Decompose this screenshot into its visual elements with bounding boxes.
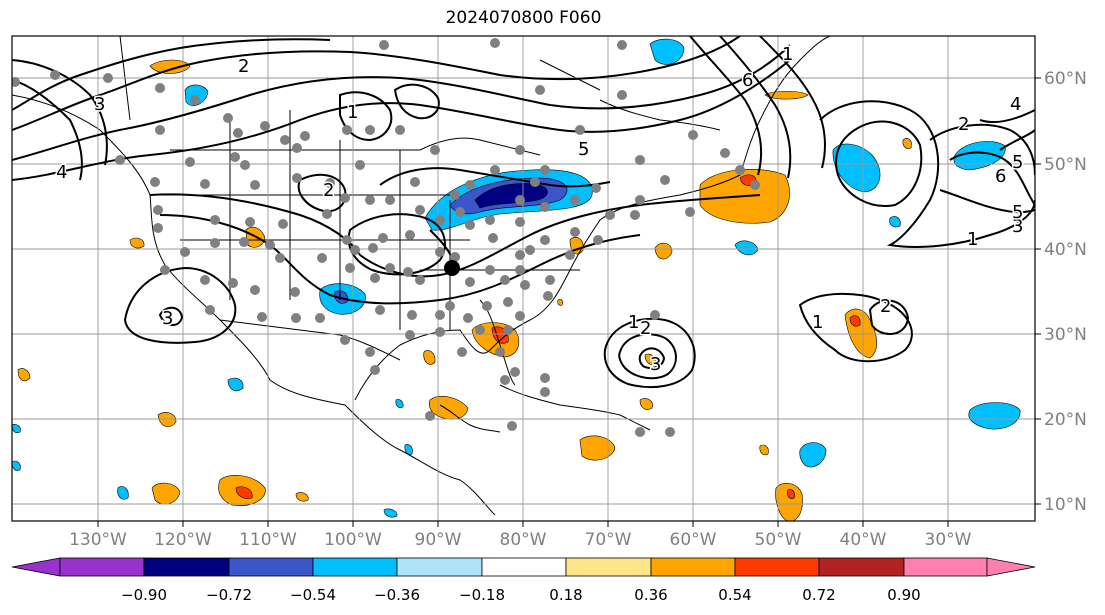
- contour-label: 2: [880, 296, 891, 317]
- contour-label: 4: [1010, 94, 1021, 115]
- colorbar-tick: 0.18: [549, 586, 582, 604]
- contour-label: 3: [1012, 216, 1023, 237]
- colorbar-tick: −0.72: [206, 586, 252, 604]
- lat-label: 10°N: [1044, 495, 1087, 515]
- colorbar-tick: −0.36: [374, 586, 420, 604]
- lon-label: 60°W: [670, 530, 717, 550]
- colorbar-tick: 0.54: [718, 586, 751, 604]
- colorbar-tick: 0.36: [634, 586, 667, 604]
- contour-label: 1: [782, 44, 793, 65]
- contour-labels: 1 2 3 4 5 6 1 2 3 1 2 3 4 5 6 1 2 3 5 1 …: [55, 43, 1025, 377]
- map-title: 2024070800 F060: [445, 8, 602, 28]
- contour-label: 1: [967, 229, 978, 250]
- contour-label: 5: [578, 139, 589, 160]
- center-marker: [444, 260, 460, 276]
- colorbar-tick: 0.72: [802, 586, 835, 604]
- lat-label: 40°N: [1044, 240, 1087, 260]
- lat-label: 60°N: [1044, 69, 1087, 89]
- colorbar-segment: [396, 557, 483, 577]
- lat-label: 50°N: [1044, 155, 1087, 175]
- colorbar-tick: −0.18: [459, 586, 505, 604]
- contour-label: 1: [812, 312, 823, 333]
- lon-label: 130°W: [69, 530, 127, 550]
- colorbar-segment: [312, 557, 398, 577]
- lon-label: 80°W: [500, 530, 547, 550]
- colorbar-over-extend: [986, 557, 1036, 577]
- lon-label: 110°W: [239, 530, 297, 550]
- contour-label: 2: [958, 114, 969, 135]
- lon-label: 50°W: [755, 530, 802, 550]
- pressure-contours: [12, 36, 1035, 389]
- colorbar: [11, 557, 1036, 577]
- contour-label: 2: [640, 318, 651, 339]
- map-background: [12, 36, 1035, 521]
- colorbar-segment: [565, 557, 652, 577]
- colorbar-segment: [143, 557, 230, 577]
- colorbar-tick: −0.54: [290, 586, 336, 604]
- lon-label: 40°W: [840, 530, 887, 550]
- colorbar-tick: −0.90: [121, 586, 167, 604]
- contour-label: 3: [650, 354, 661, 375]
- lon-label: 30°W: [925, 530, 972, 550]
- longitude-labels: 130°W 120°W 110°W 100°W 90°W 80°W 70°W 6…: [69, 530, 972, 550]
- contour-label: 5: [1012, 202, 1023, 223]
- station-markers: [12, 38, 760, 437]
- contour-label: 1: [628, 312, 639, 333]
- contour-label: 6: [742, 70, 753, 91]
- lon-label: 100°W: [324, 530, 382, 550]
- contour-label: 2: [238, 56, 249, 77]
- contour-label: 4: [56, 162, 67, 183]
- lat-lon-grid: [12, 36, 1035, 521]
- colorbar-segment: [59, 557, 145, 577]
- axis-ticks: [97, 77, 1041, 527]
- lat-label: 20°N: [1044, 410, 1087, 430]
- contour-label: 3: [162, 308, 173, 329]
- colorbar-segment: [228, 557, 314, 577]
- colorbar-segment: [903, 557, 988, 577]
- colorbar-segment: [818, 557, 905, 577]
- colorbar-tick: 0.90: [887, 586, 920, 604]
- lon-label: 90°W: [415, 530, 462, 550]
- contour-label: 5: [1012, 152, 1023, 173]
- lon-label: 70°W: [585, 530, 632, 550]
- latitude-labels: 60°N 50°N 40°N 30°N 20°N 10°N: [1044, 69, 1087, 515]
- colorbar-tick-labels: −0.90 −0.72 −0.54 −0.36 −0.18 0.18 0.36 …: [121, 586, 921, 604]
- lat-label: 30°N: [1044, 325, 1087, 345]
- contour-label: 2: [323, 180, 334, 201]
- colorbar-under-extend: [11, 557, 61, 577]
- contour-label: 6: [995, 166, 1006, 187]
- colorbar-segment: [650, 557, 736, 577]
- colorbar-segment: [481, 557, 567, 577]
- colorbar-segment: [734, 557, 820, 577]
- contour-label: 1: [347, 102, 358, 123]
- lon-label: 120°W: [154, 530, 212, 550]
- contour-label: 3: [94, 94, 105, 115]
